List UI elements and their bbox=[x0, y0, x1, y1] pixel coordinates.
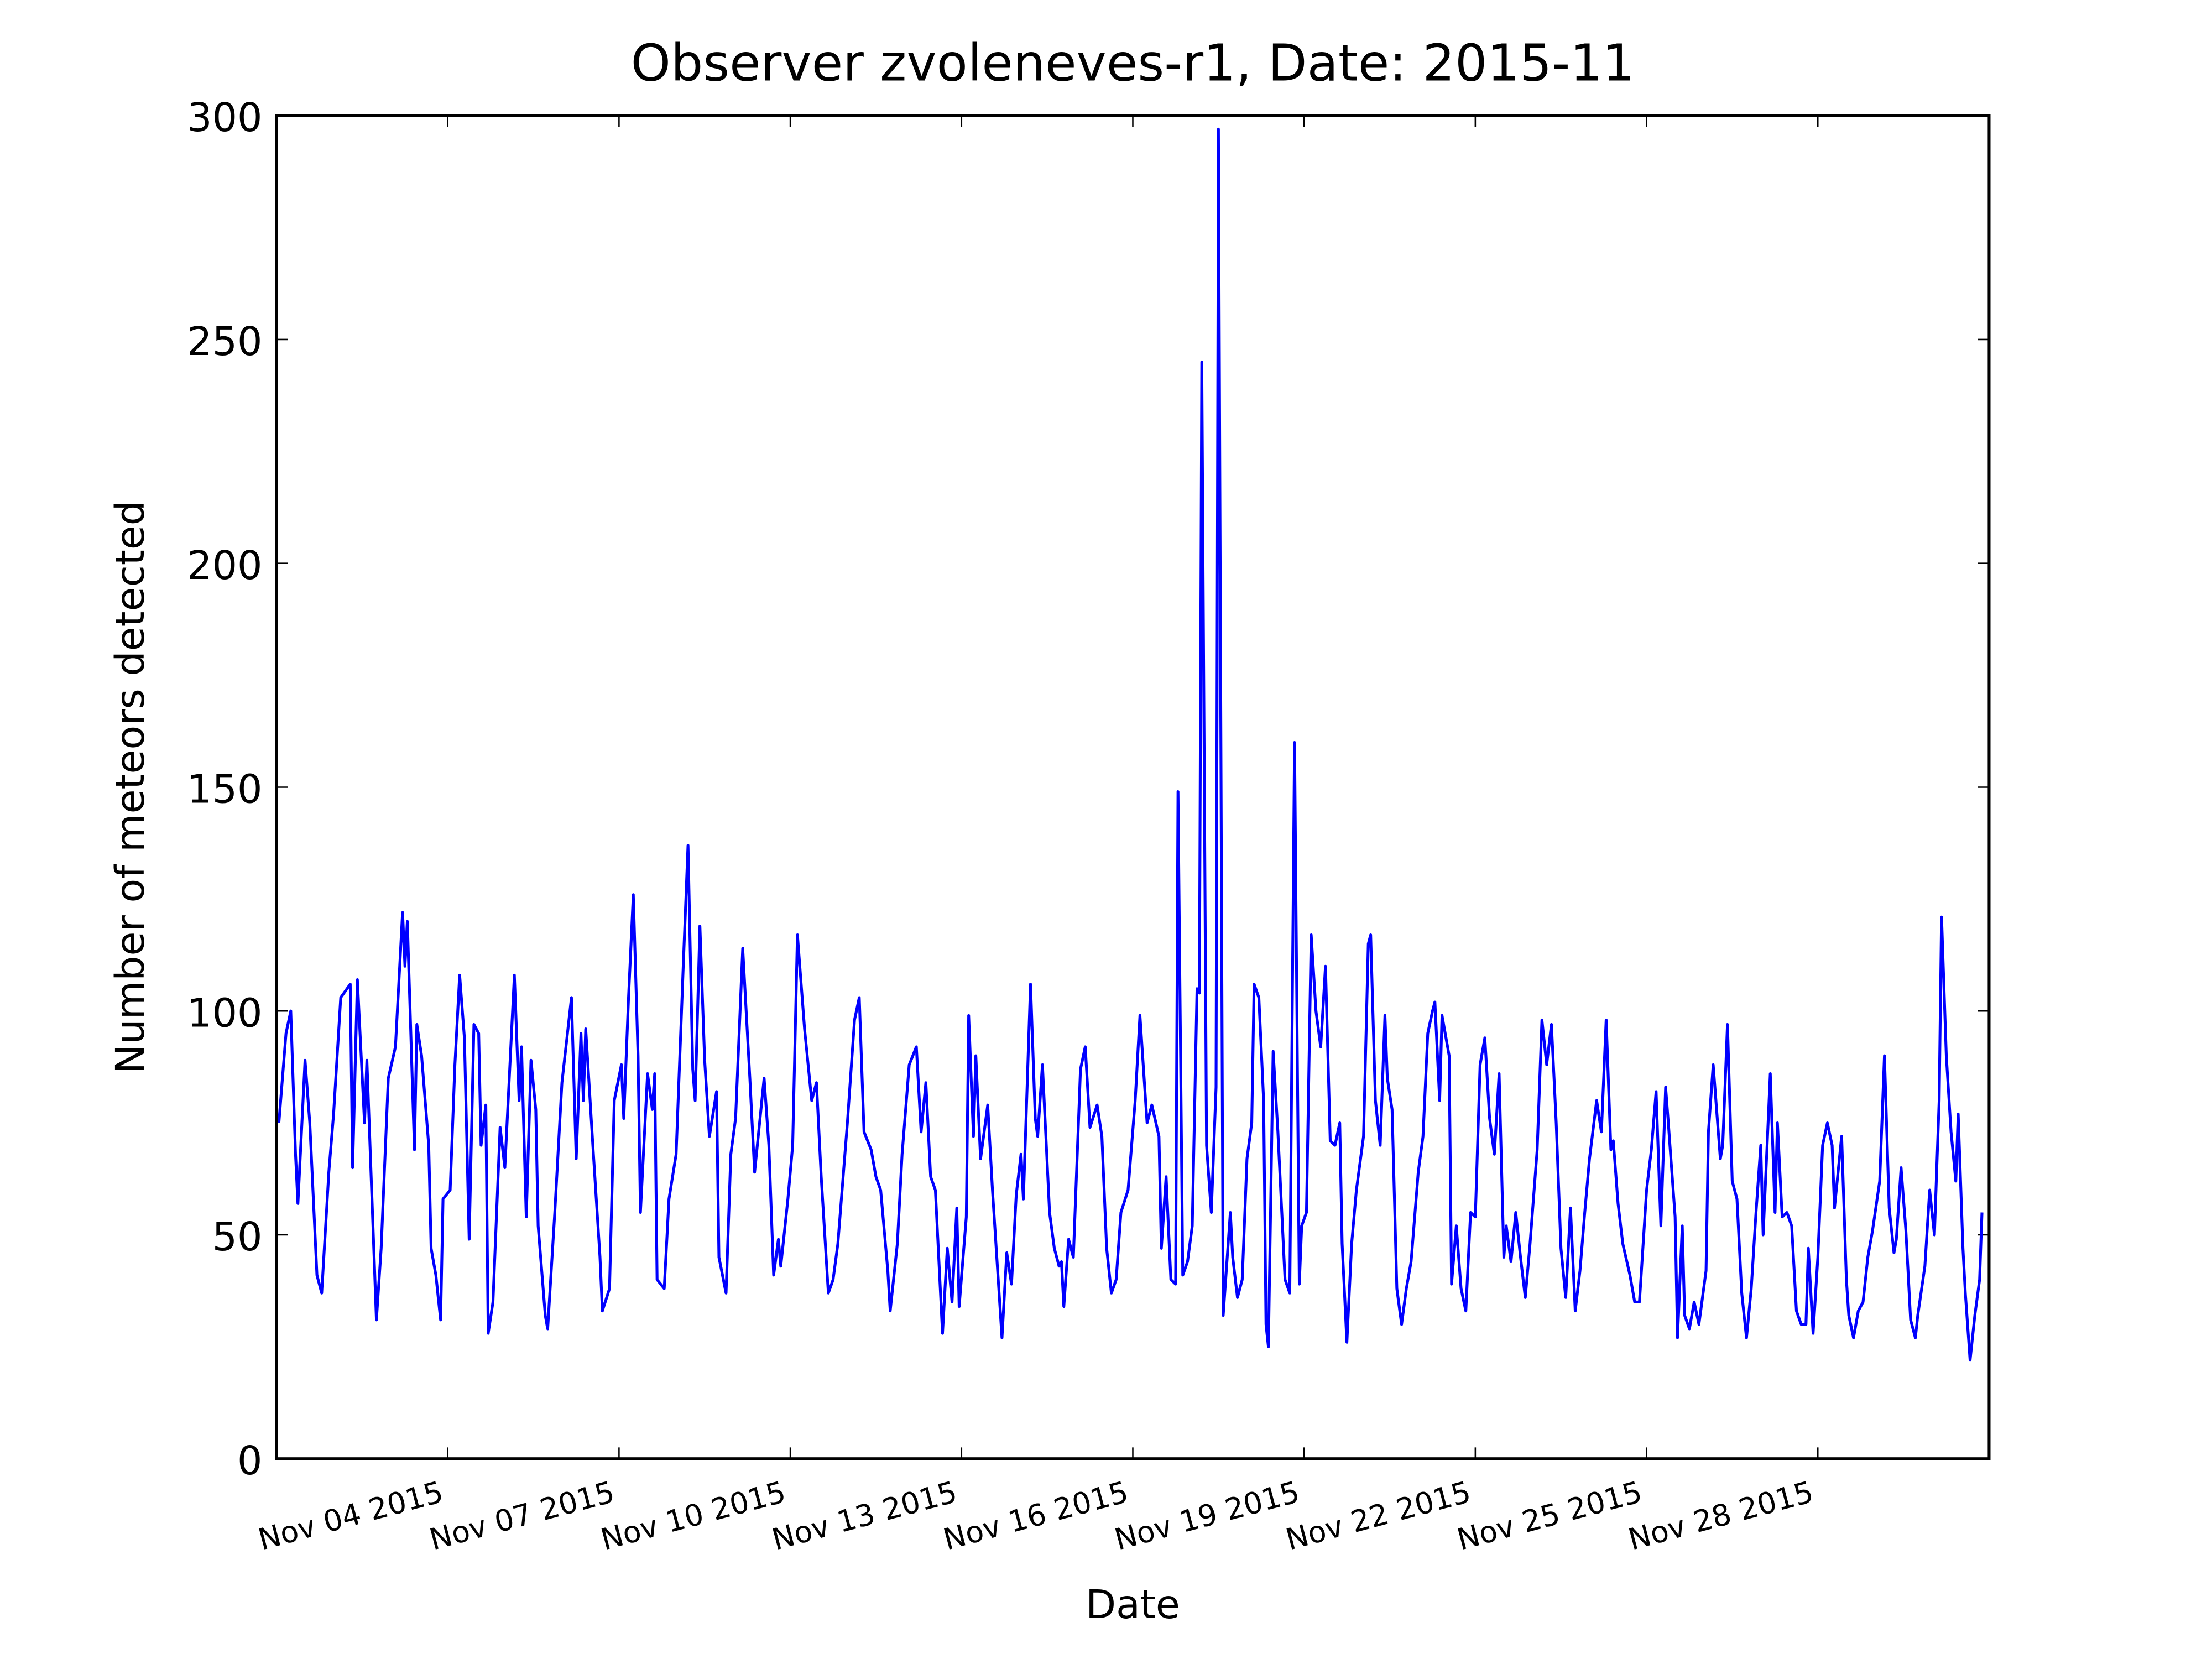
y-tick-label: 150 bbox=[187, 766, 262, 812]
data-line bbox=[277, 127, 1984, 1362]
x-axis-label: Date bbox=[1086, 1582, 1180, 1627]
y-axis-label: Number of meteors detected bbox=[107, 500, 153, 1074]
y-tick-label: 0 bbox=[237, 1438, 262, 1484]
chart-title: Observer zvoleneves-r1, Date: 2015-11 bbox=[631, 33, 1635, 92]
y-tick-label: 300 bbox=[187, 95, 262, 140]
y-tick-label: 200 bbox=[187, 542, 262, 588]
y-tick-label: 100 bbox=[187, 990, 262, 1036]
y-tick-label: 250 bbox=[187, 319, 262, 364]
plot-frame bbox=[275, 114, 1991, 1460]
y-tick-label: 50 bbox=[212, 1214, 263, 1260]
